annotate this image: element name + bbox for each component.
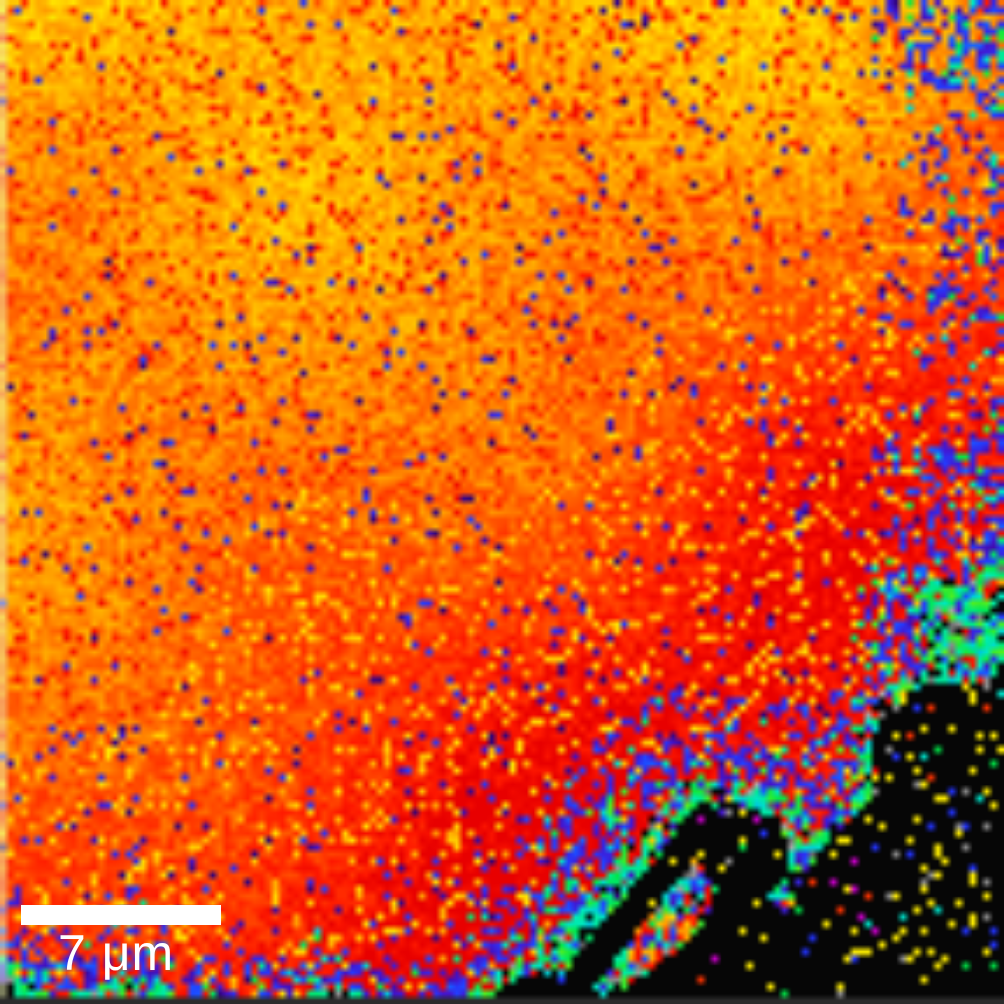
scale-bar-line bbox=[21, 905, 221, 925]
scale-bar-label: 7 μm bbox=[58, 925, 175, 981]
